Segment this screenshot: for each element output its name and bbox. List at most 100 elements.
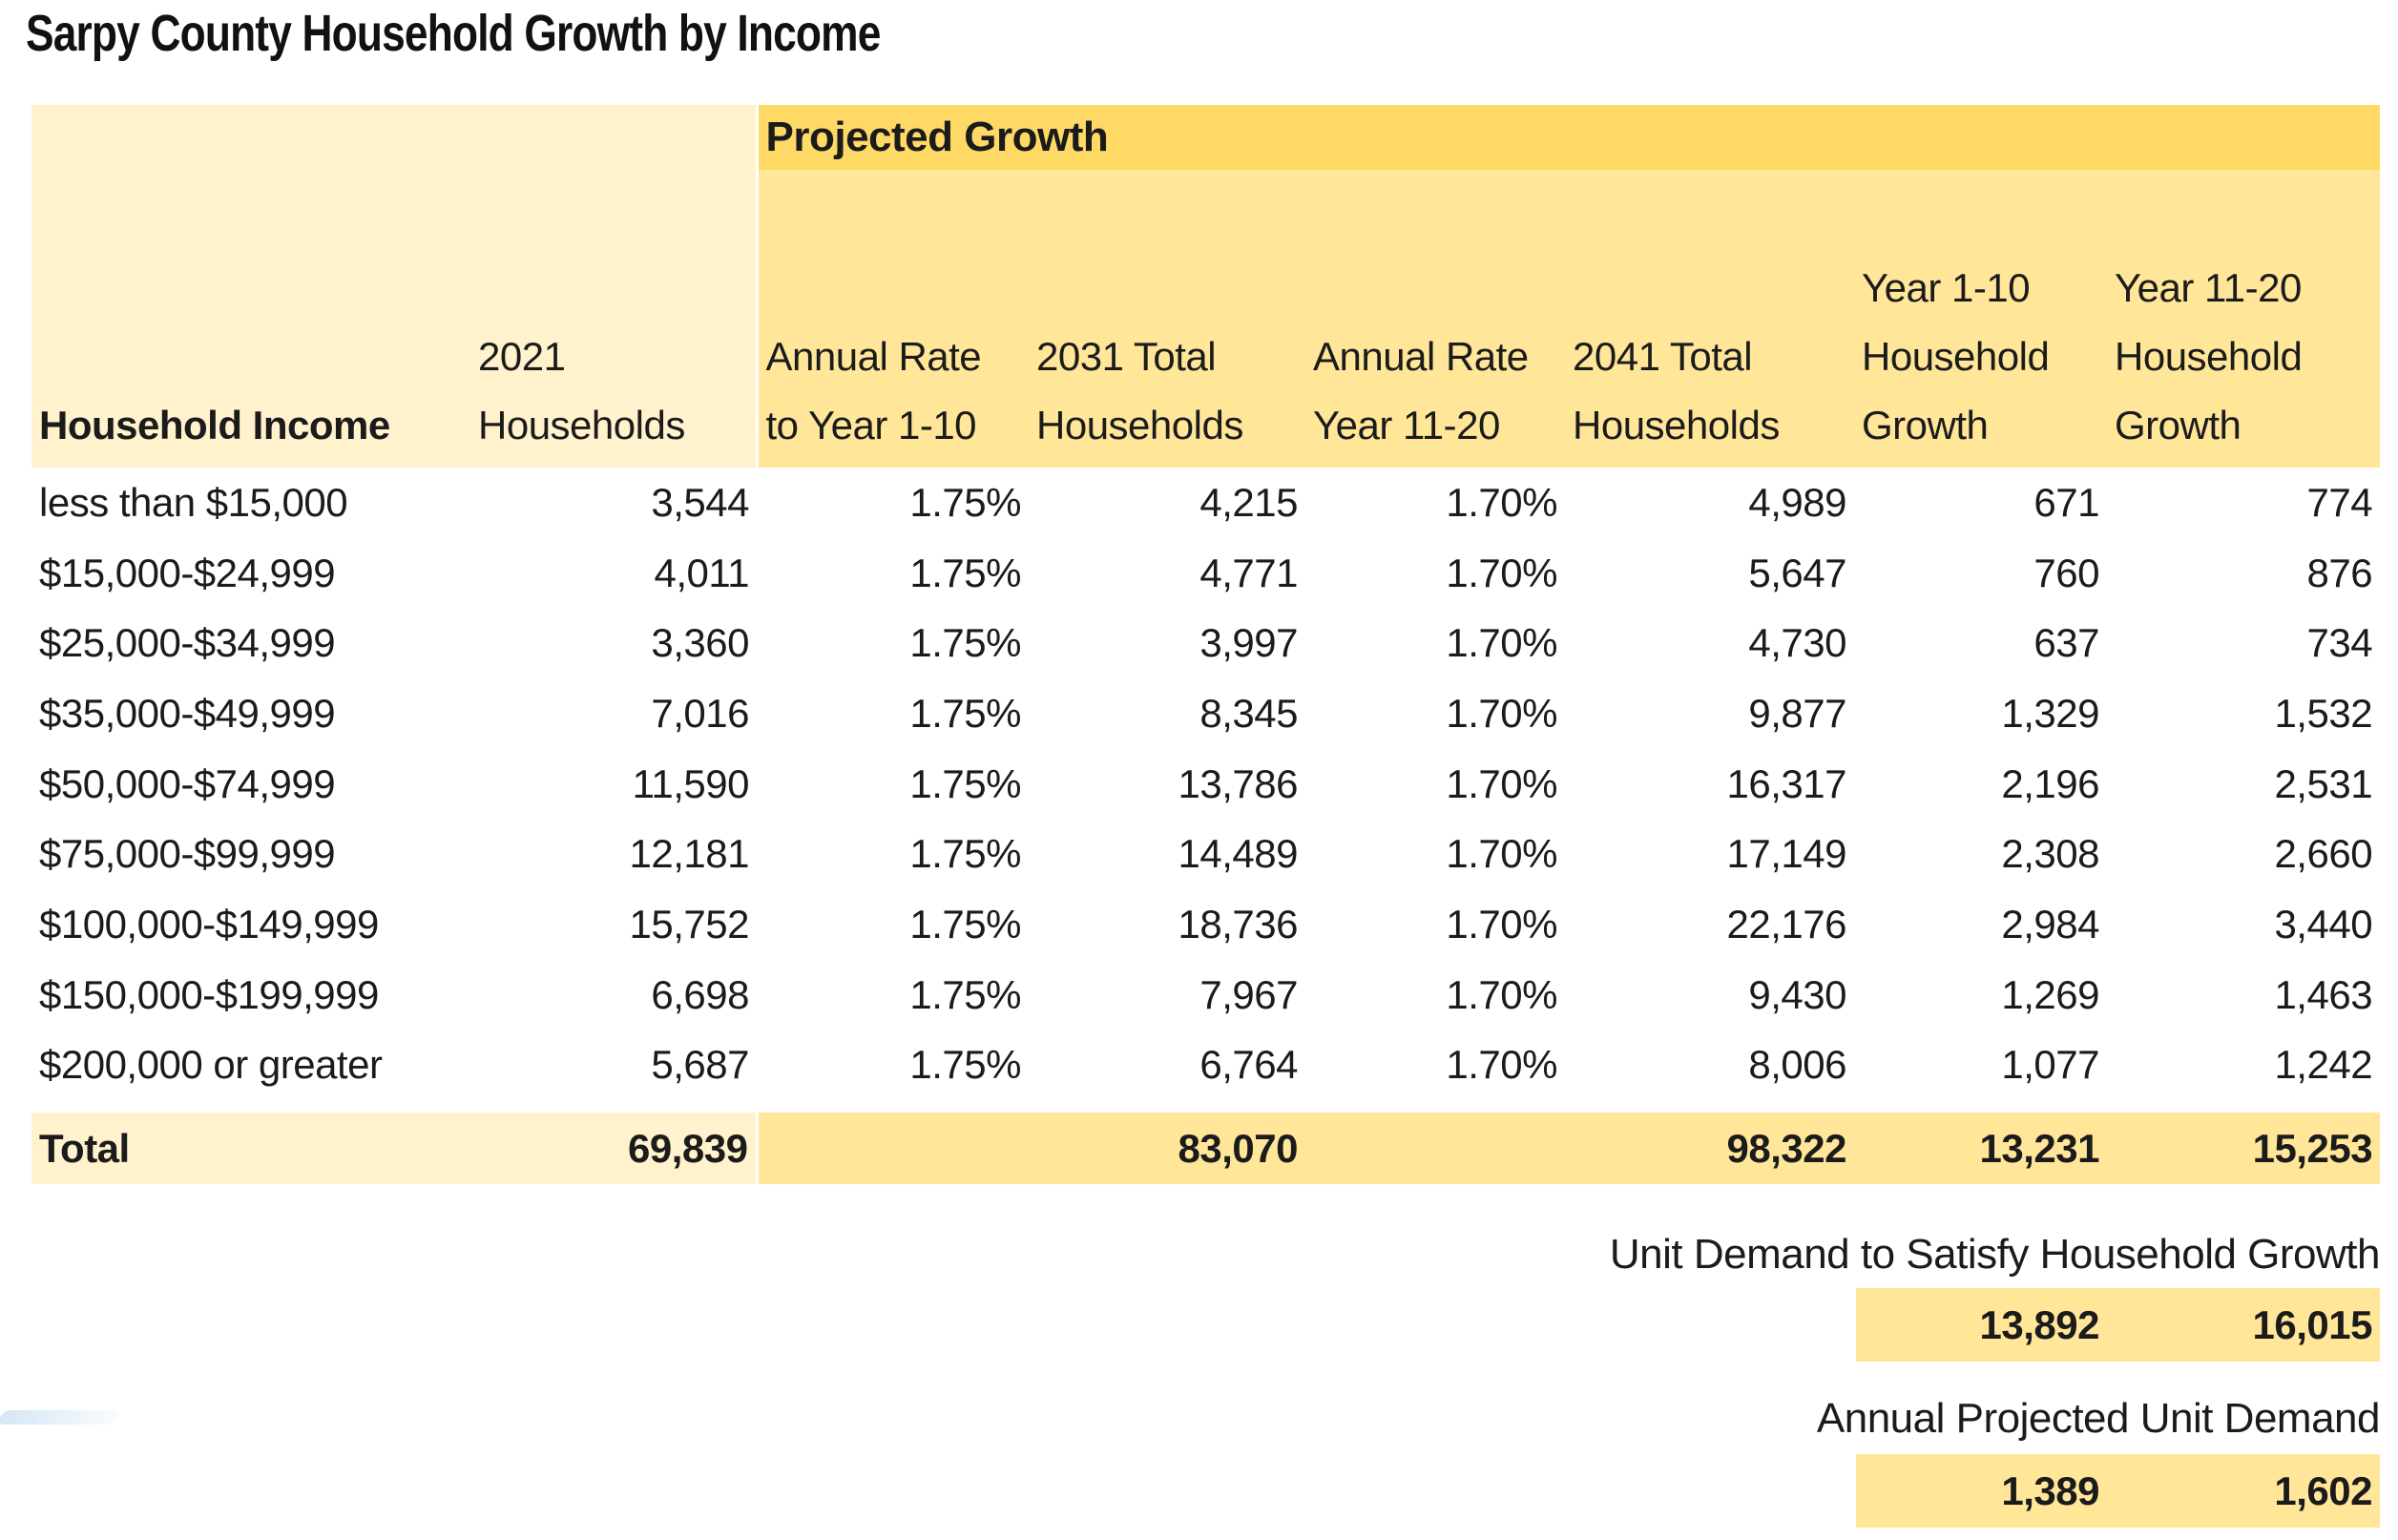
column-header: 2041 Total Households	[1565, 170, 1854, 468]
value-cell: 1.75%	[909, 620, 1021, 666]
value-cell: 1.75%	[909, 1042, 1021, 1088]
value-cell: 2,984	[2001, 901, 2099, 947]
value-cell: 2,308	[2001, 831, 2099, 877]
value-cell: 1.70%	[1446, 479, 1557, 525]
table-row: less than $15,000 3,544 1.75% 4,215 1.70% 4,9…	[31, 468, 2380, 538]
scan-artifact-smudge	[0, 1410, 123, 1425]
column-header: Annual Rate to Year 1-10	[755, 170, 1029, 468]
spacer-row	[31, 1100, 2381, 1113]
total-row: Total 69,839 83,070 98,322 13,231 15,253	[31, 1113, 2381, 1185]
value-cell: 6,698	[651, 971, 749, 1017]
unit-demand-value-year1-10: 13,892	[1979, 1302, 2100, 1347]
page-title: Sarpy County Household Growth by Income	[26, 5, 881, 62]
income-cell: $200,000 or greater	[39, 1042, 383, 1088]
value-cell: 4,771	[1199, 550, 1298, 595]
value-cell: 3,360	[651, 620, 749, 666]
table-row: $25,000-$34,999 3,360 1.75% 3,997 1.70% 4,730…	[31, 608, 2380, 678]
column-header-line: Annual Rate	[1313, 334, 1529, 379]
column-header: 2021 Households	[470, 170, 757, 468]
value-cell: 1.70%	[1446, 901, 1557, 947]
value-cell: 12,181	[629, 831, 750, 877]
unit-demand-value-year11-20: 16,015	[2252, 1302, 2373, 1347]
column-header-line: Growth	[1862, 403, 1989, 447]
value-cell: 734	[2306, 620, 2373, 666]
value-cell: 2,531	[2274, 760, 2373, 806]
band-left-spacer	[31, 105, 757, 170]
value-cell: 1.75%	[909, 901, 1021, 947]
table-row: $100,000-$149,999 15,752 1.75% 18,736 1.70% 2…	[31, 889, 2380, 960]
table-row: $200,000 or greater 5,687 1.75% 6,764 1.70% 8…	[31, 1030, 2380, 1101]
column-header: Year 1-10 Household Growth	[1854, 170, 2107, 468]
value-cell: 13,786	[1178, 760, 1299, 806]
value-cell: 9,430	[1748, 971, 1846, 1017]
value-cell: 8,345	[1199, 690, 1298, 736]
column-header: 2031 Total Households	[1029, 170, 1305, 468]
value-cell: 6,764	[1199, 1042, 1298, 1088]
total-value-cell: 83,070	[1029, 1113, 1305, 1185]
value-cell: 1,532	[2274, 690, 2373, 736]
value-cell: 17,149	[1726, 831, 1847, 877]
table-row: $15,000-$24,999 4,011 1.75% 4,771 1.70% 5,647…	[31, 538, 2380, 609]
total-value-cell: 98,322	[1565, 1113, 1854, 1185]
value-cell: 1.70%	[1446, 550, 1557, 595]
column-header: Household Income	[31, 170, 470, 468]
value-cell: 1.70%	[1446, 971, 1557, 1017]
value-cell: 637	[2033, 620, 2099, 666]
income-cell: $35,000-$49,999	[39, 690, 336, 736]
value-cell: 1.75%	[909, 760, 1021, 806]
value-cell: 3,544	[651, 479, 749, 525]
value-cell: 1.70%	[1446, 760, 1557, 806]
value-cell: 1.75%	[909, 479, 1021, 525]
income-cell: less than $15,000	[39, 479, 348, 525]
value-cell: 5,687	[651, 1042, 749, 1088]
value-cell: 1.70%	[1446, 690, 1557, 736]
column-header-line: Household	[2115, 334, 2303, 379]
value-cell: 4,215	[1199, 479, 1298, 525]
column-header-line: Households	[478, 403, 685, 447]
growth-table: Projected Growth Household Income 2021 Hou…	[31, 105, 2381, 1185]
column-header-line: Annual Rate	[765, 334, 982, 379]
column-header: Year 11-20 Household Growth	[2107, 170, 2381, 468]
column-header-line: to Year 1-10	[765, 403, 977, 447]
unit-demand-label: Unit Demand to Satisfy Household Growth	[1609, 1231, 2381, 1278]
income-cell: $15,000-$24,999	[39, 550, 336, 595]
value-cell: 876	[2306, 550, 2373, 595]
income-cell: $100,000-$149,999	[39, 901, 379, 947]
total-value-cell: 13,231	[1854, 1113, 2107, 1185]
annual-demand-box: 1,389 1,602	[1856, 1454, 2380, 1528]
income-cell: $50,000-$74,999	[39, 760, 336, 806]
value-cell: 5,647	[1748, 550, 1846, 595]
total-label-cell: Total	[31, 1113, 470, 1185]
value-cell: 1,077	[2001, 1042, 2099, 1088]
value-cell: 9,877	[1748, 690, 1846, 736]
total-value-cell	[1305, 1113, 1565, 1185]
unit-demand-box: 13,892 16,015	[1856, 1288, 2380, 1362]
income-cell: $150,000-$199,999	[39, 971, 379, 1017]
income-cell: $75,000-$99,999	[39, 831, 336, 877]
column-header-line: Year 11-20	[2115, 265, 2302, 310]
value-cell: 1.75%	[909, 690, 1021, 736]
table-row: $75,000-$99,999 12,181 1.75% 14,489 1.70% 17,…	[31, 819, 2380, 889]
column-header-line: Year 11-20	[1313, 403, 1500, 447]
value-cell: 16,317	[1726, 760, 1847, 806]
header-row: Household Income 2021 Households Annual Rat…	[31, 170, 2381, 468]
value-cell: 1,242	[2274, 1042, 2373, 1088]
value-cell: 1.75%	[909, 831, 1021, 877]
value-cell: 1,269	[2001, 971, 2099, 1017]
value-cell: 1,463	[2274, 971, 2373, 1017]
annual-demand-value-year1-10: 1,389	[2001, 1468, 2099, 1513]
value-cell: 7,967	[1199, 971, 1298, 1017]
column-header-line: Household Income	[39, 403, 390, 447]
value-cell: 18,736	[1178, 901, 1299, 947]
value-cell: 3,997	[1199, 620, 1298, 666]
value-cell: 774	[2306, 479, 2373, 525]
value-cell: 1.75%	[909, 971, 1021, 1017]
value-cell: 4,730	[1748, 620, 1846, 666]
table-body: less than $15,000 3,544 1.75% 4,215 1.70% 4,9…	[31, 468, 2380, 1100]
projected-growth-band-row: Projected Growth	[31, 105, 2381, 170]
value-cell: 1.70%	[1446, 831, 1557, 877]
column-header-line: 2041 Total	[1573, 334, 1753, 379]
value-cell: 22,176	[1726, 901, 1847, 947]
value-cell: 4,011	[654, 550, 750, 595]
